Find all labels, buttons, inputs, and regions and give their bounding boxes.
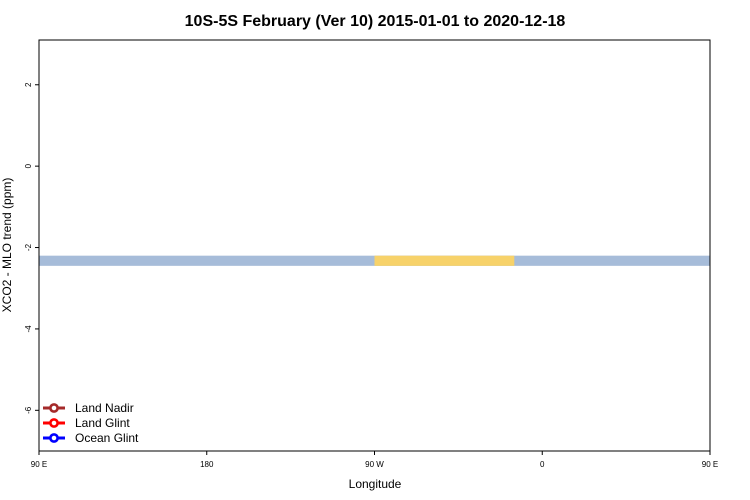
- land-band-segment: [477, 255, 515, 266]
- legend-land-nadir-label: Land Nadir: [75, 401, 134, 415]
- y-tick-label: 0: [24, 163, 33, 168]
- x-axis: 90 E 180 90 W 0 90 E: [31, 451, 718, 469]
- chart-title: 10S-5S February (Ver 10) 2015-01-01 to 2…: [185, 13, 566, 30]
- y-tick-label: -2: [24, 243, 33, 251]
- x-tick-label: 90 W: [365, 460, 384, 469]
- land-band-segment: [374, 255, 478, 266]
- x-tick-label: 0: [540, 460, 545, 469]
- y-tick-label: -6: [24, 406, 33, 414]
- y-axis-title: XCO2 - MLO trend (ppm): [0, 178, 14, 313]
- plot-frame: [38, 39, 711, 452]
- land-ocean-band: [39, 255, 710, 266]
- legend-land-glint-marker: [49, 418, 59, 428]
- legend-ocean-glint-label: Ocean Glint: [75, 431, 139, 445]
- legend-land-glint-label: Land Glint: [75, 416, 130, 430]
- legend-ocean-glint-marker: [49, 433, 59, 443]
- x-tick-label: 90 E: [702, 460, 718, 469]
- x-tick-label: 90 E: [31, 460, 47, 469]
- y-tick-label: 2: [24, 82, 33, 87]
- x-tick-label: 180: [200, 460, 214, 469]
- legend-land-nadir-marker: [49, 403, 59, 413]
- y-tick-label: -4: [24, 325, 33, 333]
- y-axis: -6 -4 -2 0 2: [24, 82, 39, 414]
- x-axis-title: Longitude: [349, 477, 402, 491]
